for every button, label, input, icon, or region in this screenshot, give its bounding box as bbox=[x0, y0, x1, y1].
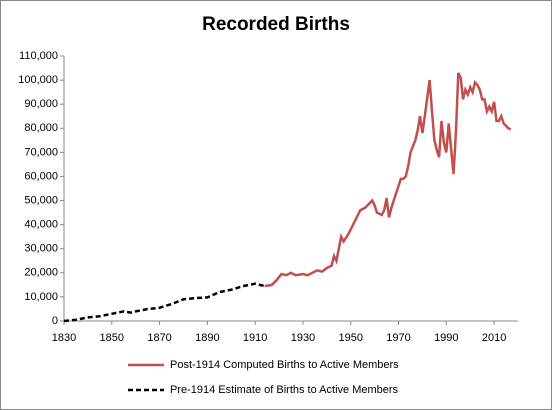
legend-label: Post-1914 Computed Births to Active Memb… bbox=[170, 359, 399, 371]
x-tick-label: 1830 bbox=[52, 332, 76, 344]
x-tick-label: 1910 bbox=[243, 332, 267, 344]
x-tick-label: 1870 bbox=[147, 332, 171, 344]
series-line bbox=[264, 72, 512, 288]
x-tick-label: 1930 bbox=[291, 332, 315, 344]
legend-label: Pre-1914 Estimate of Births to Active Me… bbox=[170, 384, 399, 396]
y-tick-label: 70,000 bbox=[24, 146, 58, 158]
x-tick-label: 1850 bbox=[100, 332, 124, 344]
series-line bbox=[63, 282, 266, 323]
chart-title: Recorded Births bbox=[202, 14, 350, 35]
x-tick-label: 1890 bbox=[195, 332, 219, 344]
y-tick-label: 60,000 bbox=[24, 170, 58, 182]
y-tick-label: 10,000 bbox=[24, 291, 58, 303]
x-tick-label: 1970 bbox=[386, 332, 410, 344]
x-tick-label: 1990 bbox=[434, 332, 458, 344]
y-tick-label: 30,000 bbox=[24, 243, 58, 255]
y-tick-label: 20,000 bbox=[24, 267, 58, 279]
y-tick-label: 110,000 bbox=[19, 50, 58, 62]
y-tick-label: 0 bbox=[52, 315, 58, 327]
y-tick-label: 90,000 bbox=[24, 98, 58, 110]
y-tick-label: 40,000 bbox=[24, 219, 58, 231]
x-tick-label: 2010 bbox=[482, 332, 506, 344]
y-tick-label: 80,000 bbox=[24, 122, 58, 134]
y-tick-label: 50,000 bbox=[24, 194, 58, 206]
y-tick-label: 100,000 bbox=[18, 74, 58, 86]
x-tick-label: 1950 bbox=[338, 332, 362, 344]
